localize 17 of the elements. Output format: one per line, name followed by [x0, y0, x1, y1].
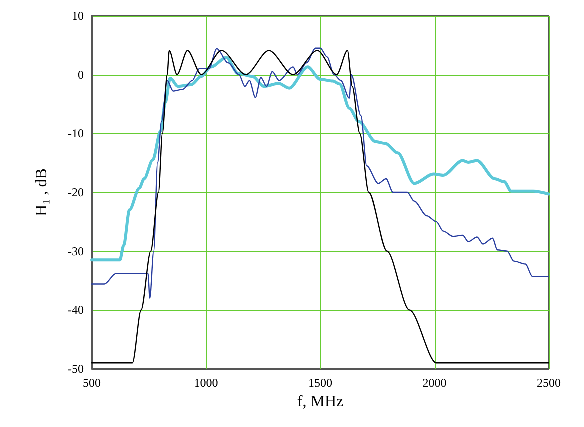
line-series [91, 50, 550, 364]
line-series [91, 48, 550, 299]
x-tick-label: 2500 [537, 376, 561, 390]
y-tick-label: -20 [68, 186, 84, 200]
y-tick-label: 10 [72, 9, 84, 23]
x-tick-label: 2000 [422, 376, 447, 390]
x-tick-label: 500 [83, 376, 101, 390]
y-axis-title: H₁ , dB [34, 168, 50, 216]
line-series [90, 56, 550, 262]
y-tick-label: -50 [68, 362, 84, 376]
y-tick-label: -40 [68, 303, 84, 318]
y-tick-label: 0 [78, 68, 84, 82]
y-tick-label: -10 [68, 126, 84, 141]
x-tick-label: 1500 [308, 376, 332, 390]
x-tick-label: 1000 [194, 376, 218, 390]
y-tick-label: -30 [68, 244, 84, 258]
x-axis-title: f, MHz [297, 393, 344, 410]
